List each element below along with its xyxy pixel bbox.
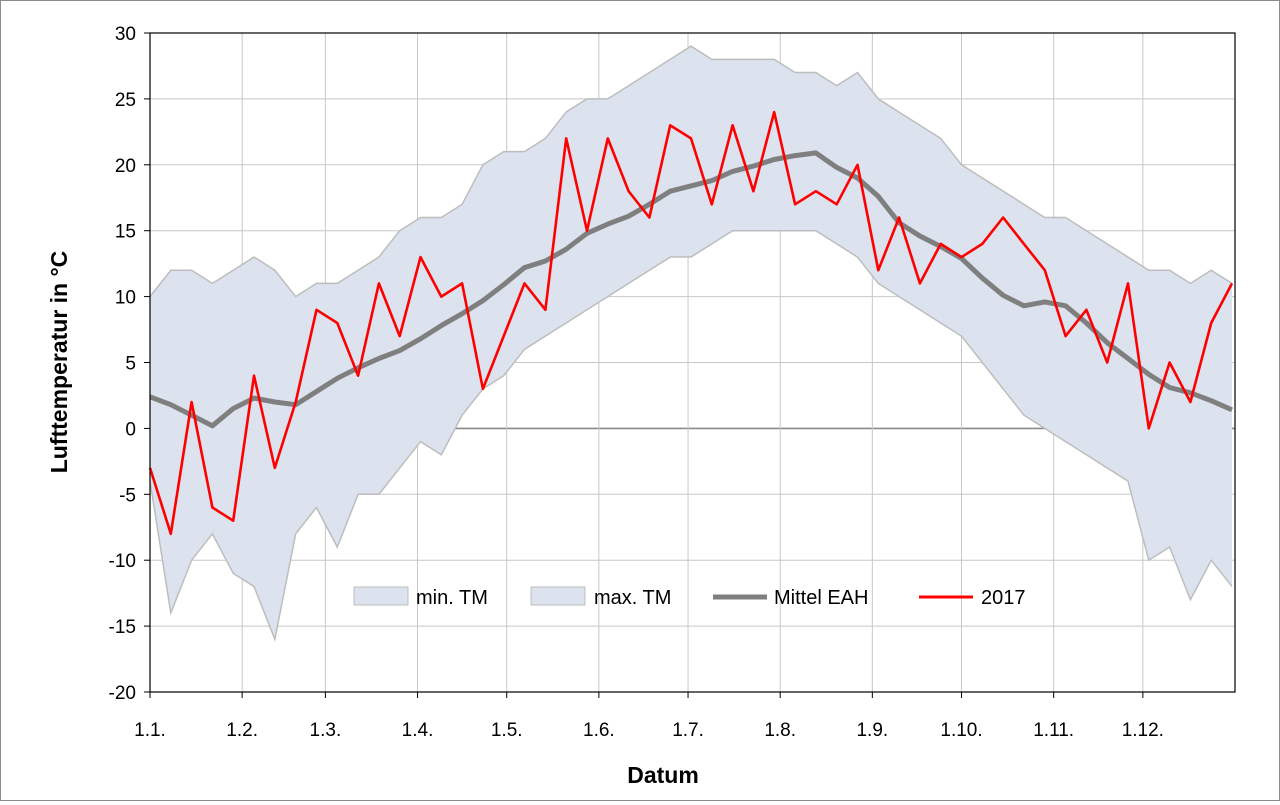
x-tick-label: 1.3.: [310, 720, 342, 741]
x-tick-label: 1.11.: [1033, 720, 1074, 741]
y-tick-label: -10: [109, 551, 136, 572]
x-tick-label: 1.1.: [134, 720, 166, 741]
x-tick-label: 1.4.: [402, 720, 434, 741]
x-tick-label: 1.12.: [1122, 720, 1164, 741]
legend: min. TM max. TM Mittel EAH 2017: [353, 586, 1026, 609]
x-axis-title: Datum: [627, 762, 699, 788]
legend-label-2017: 2017: [981, 587, 1026, 609]
series-lines: [148, 110, 1234, 536]
x-tick-label: 1.5.: [491, 720, 523, 741]
y-tick-label: 0: [125, 419, 136, 440]
y-tick-label: 30: [115, 24, 136, 45]
max-tm-edge-line: [149, 45, 1233, 298]
y-axis-ticks: 30 25 20 15 10 5 0 -5 -10 -15 -20: [109, 24, 150, 704]
y-tick-label: 20: [115, 156, 136, 177]
y-tick-label: -20: [109, 683, 136, 704]
y-tick-label: -15: [109, 617, 136, 638]
series-line-2017: [148, 110, 1234, 536]
legend-swatch-min-tm: [353, 586, 409, 606]
x-tick-label: 1.10.: [940, 720, 982, 741]
y-tick-label: 15: [115, 222, 136, 243]
x-tick-label: 1.8.: [764, 720, 796, 741]
y-tick-label: 10: [115, 288, 136, 309]
legend-label-min-tm: min. TM: [416, 587, 488, 609]
x-tick-label: 1.7.: [672, 720, 704, 741]
legend-label-max-tm: max. TM: [594, 587, 671, 609]
y-tick-label: 5: [125, 354, 136, 375]
min-max-band: [149, 45, 1233, 642]
y-tick-label: -5: [119, 485, 136, 506]
x-tick-label: 1.6.: [583, 720, 615, 741]
y-tick-label: 25: [115, 90, 136, 111]
legend-swatch-max-tm: [530, 586, 586, 606]
x-tick-label: 1.2.: [226, 720, 258, 741]
x-tick-label: 1.9.: [856, 720, 888, 741]
y-axis-title: Lufttemperatur in °C: [46, 251, 72, 474]
min-max-band-area: [150, 46, 1232, 640]
legend-label-mittel-eah: Mittel EAH: [774, 587, 868, 609]
x-axis-ticks: 1.1. 1.2. 1.3. 1.4. 1.5. 1.6. 1.7. 1.8. 1.9. 1.10…: [134, 692, 1164, 741]
series-line-mittel-eah: [149, 150, 1234, 429]
min-tm-edge-line: [149, 229, 1233, 642]
